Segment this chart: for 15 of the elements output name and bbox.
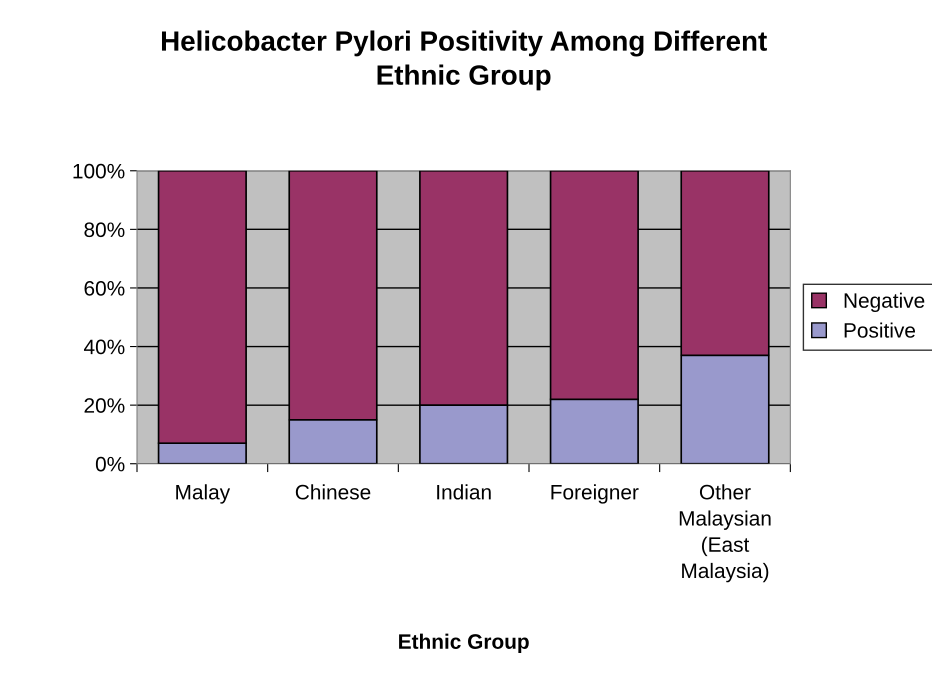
legend-label: Negative <box>844 292 924 312</box>
x-tick-label: Chinese <box>296 484 370 500</box>
y-tick-label: 40% <box>84 340 124 354</box>
y-tick-label: 60% <box>84 280 124 296</box>
y-tick-label: 0% <box>96 456 124 472</box>
legend-label: Positive <box>844 322 916 338</box>
chart-title: Helicobacter Pylori Positivity Among Different Ethnic Group <box>162 30 767 90</box>
x-tick-label: Indian <box>437 484 491 500</box>
x-tick-label: Malay <box>176 484 230 504</box>
y-tick-label: 100% <box>74 164 124 179</box>
x-tick-label: Foreigner <box>551 484 639 504</box>
x-tick-label: Other Malaysian (East Malaysia) <box>680 484 771 582</box>
y-tick-label: 80% <box>84 222 124 238</box>
y-tick-label: 20% <box>84 398 124 413</box>
x-axis-title: Ethnic Group <box>399 634 529 654</box>
